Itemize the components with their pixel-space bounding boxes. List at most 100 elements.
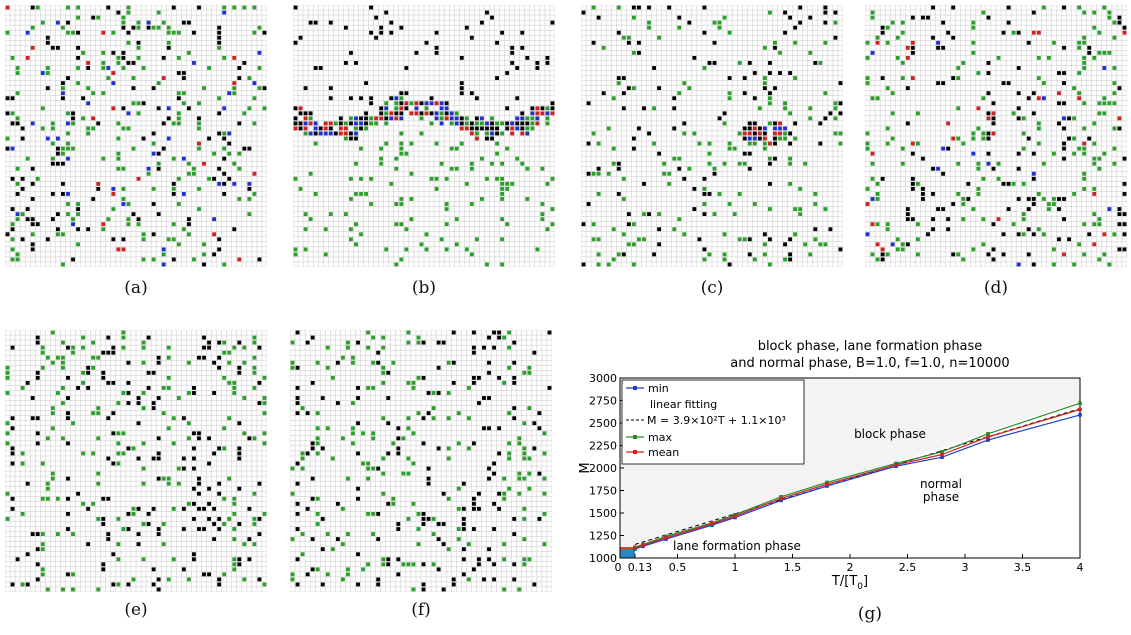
agent-cell bbox=[227, 176, 232, 181]
agent-cell bbox=[1092, 10, 1097, 15]
agent-cell bbox=[101, 227, 106, 232]
agent-cell bbox=[1122, 247, 1127, 252]
agent-cell bbox=[346, 345, 350, 350]
agent-cell bbox=[500, 186, 505, 191]
agent-cell bbox=[91, 355, 96, 360]
agent-cell bbox=[136, 101, 141, 106]
agent-cell bbox=[323, 121, 328, 126]
agent-cell bbox=[1062, 146, 1066, 151]
agent-cell bbox=[991, 257, 996, 262]
agent-cell bbox=[471, 345, 476, 350]
agent-cell bbox=[426, 517, 431, 521]
agent-cell bbox=[502, 587, 507, 592]
agent-cell bbox=[411, 461, 416, 466]
agent-cell bbox=[351, 401, 355, 405]
agent-cell bbox=[61, 355, 65, 360]
agent-cell bbox=[141, 257, 146, 262]
agent-cell bbox=[10, 237, 15, 242]
agent-cell bbox=[505, 106, 510, 111]
agent-cell bbox=[212, 360, 217, 365]
agent-cell bbox=[510, 126, 515, 131]
agent-cell bbox=[527, 406, 532, 411]
agent-cell bbox=[469, 126, 474, 131]
agent-cell bbox=[192, 552, 196, 557]
agent-cell bbox=[349, 116, 353, 121]
y-tick-label: 1500 bbox=[589, 507, 617, 520]
agent-cell bbox=[652, 141, 656, 146]
agent-cell bbox=[391, 441, 396, 446]
agent-cell bbox=[313, 141, 318, 146]
agent-cell bbox=[222, 181, 227, 186]
agent-cell bbox=[946, 217, 951, 222]
agent-cell bbox=[517, 436, 522, 441]
agent-cell bbox=[616, 76, 621, 80]
agent-cell bbox=[5, 30, 10, 35]
agent-cell bbox=[424, 101, 429, 106]
agent-cell bbox=[823, 207, 828, 211]
agent-cell bbox=[626, 212, 631, 217]
agent-cell bbox=[1062, 45, 1066, 50]
agent-cell bbox=[186, 171, 191, 176]
agent-cell bbox=[956, 66, 961, 70]
agent-cell bbox=[1021, 217, 1026, 222]
agent-cell bbox=[376, 537, 381, 542]
agent-cell bbox=[833, 10, 838, 15]
agent-cell bbox=[207, 345, 211, 350]
agent-cell bbox=[20, 136, 25, 141]
agent-cell bbox=[482, 577, 486, 582]
agent-cell bbox=[222, 350, 227, 355]
agent-cell bbox=[490, 121, 494, 126]
agent-cell bbox=[833, 116, 838, 121]
agent-cell bbox=[61, 81, 65, 86]
normal-label-1: normal bbox=[920, 477, 962, 491]
agent-cell bbox=[237, 451, 242, 456]
agent-cell bbox=[490, 161, 494, 166]
agent-cell bbox=[1107, 50, 1112, 55]
agent-cell bbox=[446, 416, 451, 421]
agent-cell bbox=[986, 131, 991, 136]
agent-cell bbox=[354, 61, 358, 65]
agent-cell bbox=[411, 380, 416, 385]
agent-cell bbox=[315, 511, 320, 516]
agent-cell bbox=[421, 587, 426, 592]
agent-cell bbox=[808, 15, 813, 20]
agent-cell bbox=[890, 136, 895, 141]
agent-cell bbox=[136, 401, 141, 405]
agent-cell bbox=[461, 572, 466, 577]
agent-cell bbox=[111, 71, 116, 75]
agent-cell bbox=[1062, 5, 1066, 10]
agent-cell bbox=[818, 61, 823, 65]
agent-cell bbox=[45, 86, 50, 91]
agent-cell bbox=[161, 476, 166, 481]
agent-cell bbox=[202, 527, 206, 531]
agent-cell bbox=[547, 386, 552, 390]
agent-cell bbox=[823, 91, 828, 96]
agent-cell bbox=[242, 396, 247, 400]
agent-cell bbox=[371, 466, 376, 471]
agent-cell bbox=[409, 217, 414, 222]
agent-cell bbox=[461, 506, 466, 511]
agent-cell bbox=[976, 192, 981, 196]
agent-cell bbox=[773, 141, 777, 146]
agent-cell bbox=[981, 136, 986, 141]
agent-cell bbox=[232, 55, 237, 60]
agent-cell bbox=[171, 416, 176, 421]
agent-cell bbox=[910, 217, 915, 222]
agent-cell bbox=[1026, 252, 1031, 257]
agent-cell bbox=[520, 126, 525, 131]
legend-mean-marker bbox=[633, 450, 637, 454]
agent-cell bbox=[257, 517, 262, 521]
agent-cell bbox=[545, 181, 550, 186]
agent-cell bbox=[71, 116, 75, 121]
agent-cell bbox=[20, 126, 25, 131]
agent-cell bbox=[657, 212, 662, 217]
agent-cell bbox=[971, 151, 976, 156]
agent-cell bbox=[232, 537, 237, 542]
lattice-b bbox=[292, 4, 556, 268]
agent-cell bbox=[66, 411, 70, 416]
agent-cell bbox=[252, 30, 257, 35]
x-tick-label: 1.5 bbox=[784, 561, 802, 574]
agent-cell bbox=[1026, 197, 1031, 201]
agent-cell bbox=[737, 237, 742, 242]
agent-cell bbox=[931, 35, 935, 40]
